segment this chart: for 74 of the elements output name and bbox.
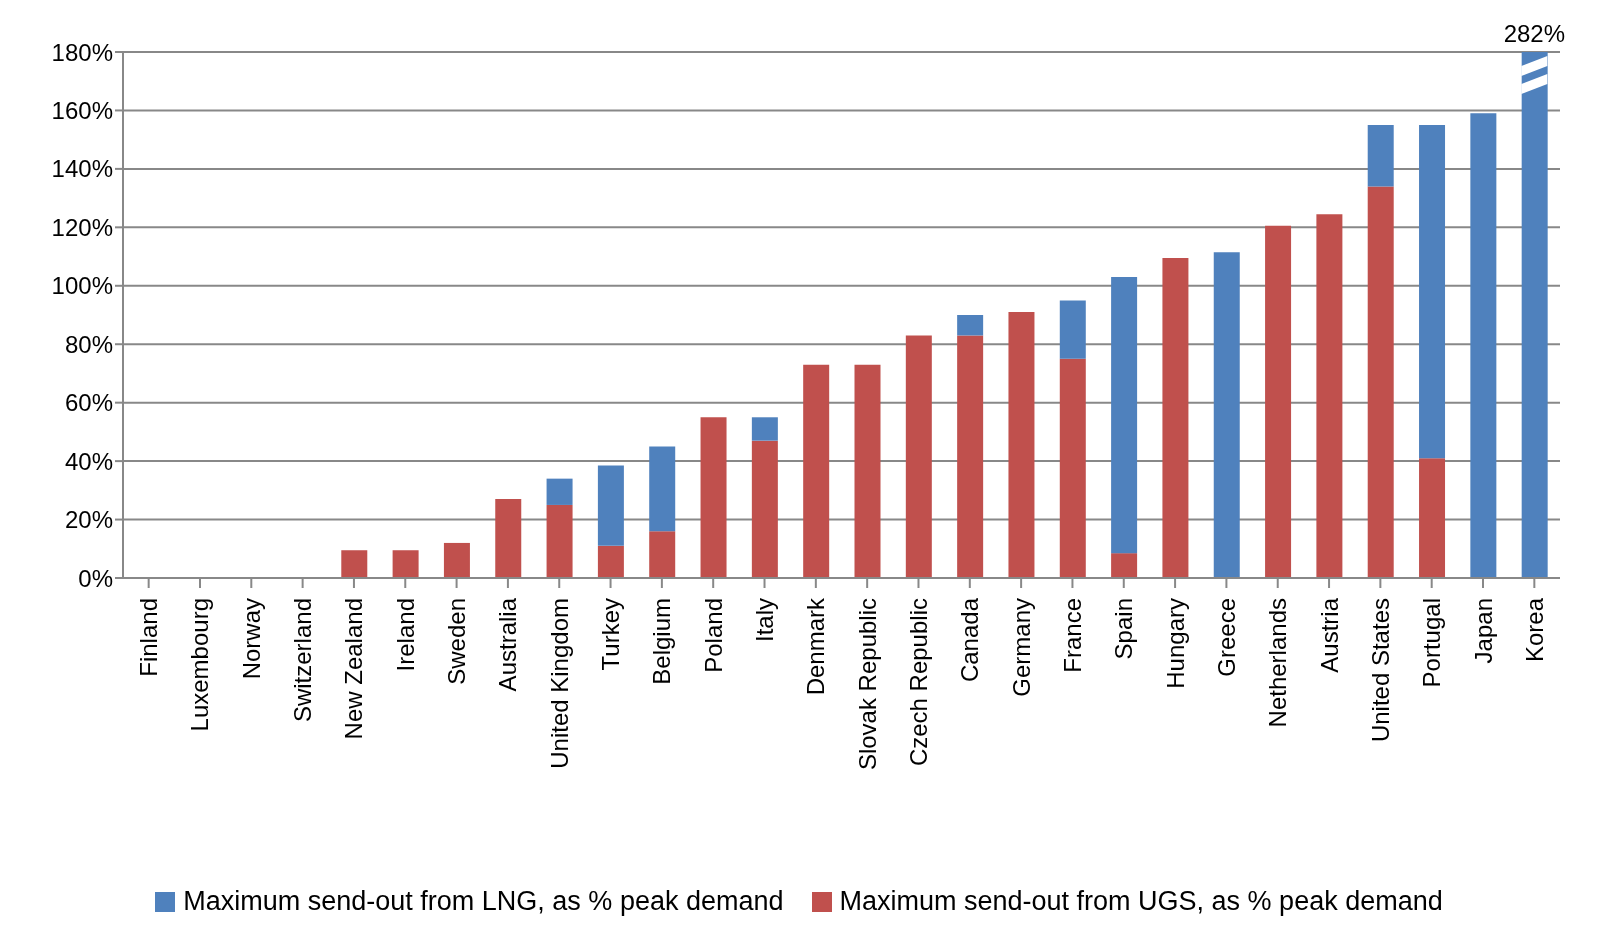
bar <box>495 499 522 578</box>
x-tick-label: Slovak Republic <box>853 598 881 771</box>
bar <box>1470 113 1497 578</box>
x-tick-label: Finland <box>135 598 163 677</box>
bar <box>546 478 573 505</box>
bar <box>1316 214 1343 578</box>
x-tick-label: Norway <box>237 598 265 680</box>
bar <box>1111 277 1138 554</box>
x-tick-label: Hungary <box>1161 598 1189 689</box>
x-tick-label: Belgium <box>648 598 676 685</box>
x-tick-label: Canada <box>956 597 984 683</box>
y-tick-label: 40% <box>64 447 113 475</box>
bar <box>597 545 624 578</box>
bar <box>597 465 624 546</box>
annotation: 282% <box>1503 20 1566 47</box>
bar <box>957 335 984 578</box>
bar <box>751 440 778 578</box>
x-tick-label: Switzerland <box>289 598 317 723</box>
x-tick-label: Germany <box>1007 598 1035 697</box>
x-tick-label: Japan <box>1469 598 1497 664</box>
x-tick-label: Spain <box>1110 598 1138 660</box>
bar <box>803 364 830 578</box>
y-tick-label: 20% <box>64 506 113 534</box>
bar <box>649 531 676 578</box>
x-tick-label: Korea <box>1520 597 1548 663</box>
bar <box>1521 52 1548 578</box>
bar <box>443 542 470 578</box>
bar <box>751 417 778 441</box>
bar <box>1213 252 1240 578</box>
x-tick-label: New Zealand <box>340 598 368 740</box>
bar <box>957 315 984 336</box>
bar <box>1111 553 1138 578</box>
bar <box>1008 312 1035 578</box>
bar <box>1059 358 1086 578</box>
y-tick-label: 0% <box>78 564 113 592</box>
x-tick-label: Turkey <box>597 598 625 671</box>
bar <box>392 550 419 578</box>
x-tick-label: Czech Republic <box>904 598 932 767</box>
x-tick-label: Australia <box>494 597 522 692</box>
x-tick-label: Greece <box>1212 598 1240 677</box>
bar <box>1265 225 1292 578</box>
bar <box>1059 300 1086 359</box>
x-tick-label: United Kingdom <box>545 598 573 769</box>
bar <box>1419 125 1446 459</box>
bar <box>700 417 727 578</box>
y-tick-label: 100% <box>51 272 113 300</box>
x-tick-label: France <box>1058 598 1086 673</box>
x-tick-label: Netherlands <box>1264 598 1292 728</box>
bar <box>1162 258 1189 578</box>
bar <box>341 550 368 578</box>
bar <box>1367 125 1394 187</box>
x-tick-label: United States <box>1366 598 1394 743</box>
legend-label: Maximum send-out from LNG, as % peak demand <box>183 886 784 917</box>
x-tick-label: Luxembourg <box>186 598 214 732</box>
y-tick-label: 180% <box>51 38 113 66</box>
x-tick-label: Denmark <box>802 597 830 696</box>
x-tick-label: Sweden <box>443 598 471 685</box>
bar <box>905 335 932 578</box>
y-tick-label: 80% <box>64 330 113 358</box>
bar <box>1367 186 1394 578</box>
x-tick-label: Austria <box>1315 597 1343 673</box>
y-tick-label: 120% <box>51 213 113 241</box>
y-tick-label: 160% <box>51 96 113 124</box>
bar <box>546 504 573 578</box>
y-tick-label: 140% <box>51 155 113 183</box>
bar <box>649 446 676 532</box>
y-tick-label: 60% <box>64 389 113 417</box>
legend-label: Maximum send-out from UGS, as % peak demand <box>839 886 1443 917</box>
x-tick-label: Portugal <box>1418 598 1446 688</box>
x-tick-label: Poland <box>699 598 727 673</box>
bar <box>854 364 881 578</box>
x-tick-label: Italy <box>751 598 779 643</box>
x-tick-label: Ireland <box>391 598 419 672</box>
bar <box>1419 458 1446 578</box>
